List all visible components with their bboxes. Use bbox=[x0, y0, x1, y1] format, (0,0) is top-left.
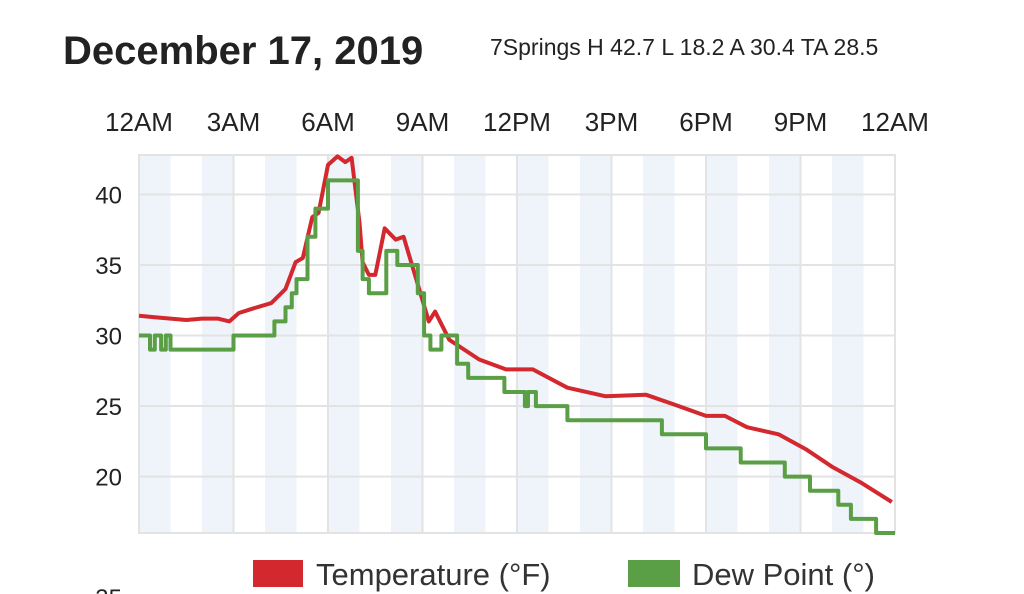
grid-lines bbox=[138, 154, 896, 534]
hour-stripe bbox=[706, 155, 738, 533]
temperature-line bbox=[138, 154, 893, 504]
legend: Temperature (°F) Dew Point (°) bbox=[253, 557, 875, 592]
x-tick-label: 6PM bbox=[679, 107, 732, 137]
hour-stripe bbox=[643, 155, 675, 533]
chart-title: December 17, 2019 bbox=[63, 29, 423, 73]
hour-stripe bbox=[517, 155, 549, 533]
x-tick-label: 6AM bbox=[301, 107, 354, 137]
y-axis-labels: 20 25 30 35 40 bbox=[95, 182, 122, 491]
y-tick-label: 20 bbox=[95, 465, 122, 492]
series-lines bbox=[138, 154, 895, 535]
hour-stripe bbox=[265, 155, 297, 533]
x-tick-label: 12AM bbox=[861, 107, 929, 137]
x-tick-label: 3AM bbox=[207, 107, 260, 137]
legend-label-dew-point: Dew Point (°) bbox=[692, 557, 875, 592]
legend-swatch-temperature bbox=[253, 560, 303, 587]
chart-summary: 7Springs H 42.7 L 18.2 A 30.4 TA 28.5 bbox=[490, 34, 878, 60]
hour-stripe bbox=[391, 155, 423, 533]
x-tick-label: 9PM bbox=[774, 107, 827, 137]
x-tick-label: 12AM bbox=[105, 107, 173, 137]
hour-stripe bbox=[328, 155, 360, 533]
legend-swatch-dew-point bbox=[628, 560, 680, 587]
y-tick-label: 25 bbox=[95, 394, 122, 421]
y-tick-label: 40 bbox=[95, 182, 122, 209]
legend-label-temperature: Temperature (°F) bbox=[316, 557, 551, 592]
dew-point-line bbox=[139, 178, 895, 535]
y-tick-label: 35 bbox=[95, 253, 122, 280]
x-axis-labels: 12AM 3AM 6AM 9AM 12PM 3PM 6PM 9PM 12AM bbox=[105, 107, 929, 137]
hour-stripe bbox=[580, 155, 612, 533]
x-tick-label: 12PM bbox=[483, 107, 551, 137]
next-chart-y-label: 35 bbox=[95, 585, 122, 594]
plot-border bbox=[138, 154, 896, 534]
x-tick-label: 9AM bbox=[396, 107, 449, 137]
y-tick-label: 30 bbox=[95, 324, 122, 351]
x-tick-label: 3PM bbox=[585, 107, 638, 137]
hour-stripe bbox=[202, 155, 234, 533]
hour-stripes bbox=[139, 155, 864, 533]
